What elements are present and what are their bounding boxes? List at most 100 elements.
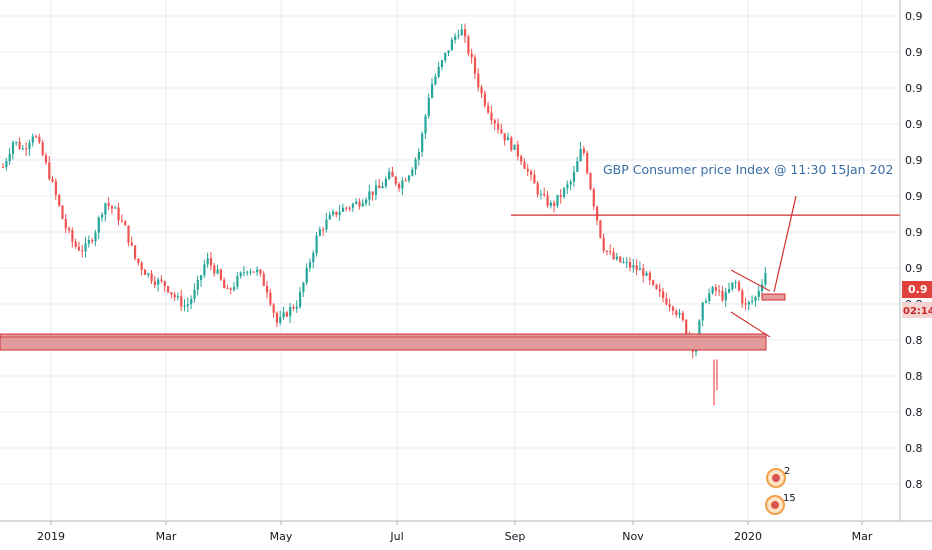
candle-body [256, 269, 259, 273]
candle-body [84, 243, 87, 252]
candle-body [444, 52, 447, 61]
candle-body [622, 262, 625, 264]
candle-body [355, 201, 358, 204]
candle-body [698, 320, 701, 343]
candle-body [602, 237, 605, 251]
candle-body [71, 230, 74, 242]
candle-body [566, 184, 569, 189]
candle-body [704, 301, 708, 303]
candle-body [335, 211, 338, 216]
candle-body [213, 265, 216, 274]
candle-body [734, 282, 737, 284]
candles [2, 23, 767, 406]
candle-body [629, 262, 632, 268]
candle-body [87, 240, 90, 244]
candle-body [163, 281, 166, 287]
candle-body [477, 73, 480, 88]
candle-body [341, 207, 345, 212]
axes [0, 0, 932, 525]
candle-body [592, 189, 595, 207]
candle-body [671, 306, 675, 311]
candle-body [305, 267, 308, 283]
candle-body [318, 229, 321, 236]
y-tick-label: 0.8 [905, 442, 923, 455]
candle-body [556, 194, 559, 206]
candle-body [226, 288, 229, 290]
candle-body [506, 137, 510, 141]
candle-body [516, 144, 519, 157]
candle-body [378, 185, 381, 189]
candle-body [437, 66, 440, 77]
candle-body [262, 273, 265, 287]
price-badge-value: 0.9 [908, 283, 928, 296]
candle-body [64, 218, 67, 229]
candle-body [68, 228, 71, 231]
x-tick-label: Sep [505, 530, 526, 543]
candle-body [675, 310, 678, 315]
candle-body [374, 185, 378, 195]
candle-body [467, 36, 470, 54]
projection-line [773, 195, 797, 293]
candle-body [605, 250, 609, 252]
candle-body [510, 137, 513, 150]
candle-body [15, 141, 18, 143]
candle-body [299, 292, 302, 307]
candle-body [678, 312, 681, 315]
candle-body [150, 273, 153, 282]
candle-body [582, 148, 585, 153]
candle-body [546, 195, 549, 206]
candle-body [157, 279, 160, 285]
candle-body [596, 206, 599, 221]
y-tick-label: 0.9 [905, 46, 923, 59]
candle-body [54, 181, 57, 195]
x-tick-label: Mar [852, 530, 873, 543]
event-marker-dot [772, 474, 780, 482]
candle-body [576, 161, 579, 172]
candle-body [219, 269, 222, 280]
candle-body [272, 304, 275, 313]
candle-body [625, 262, 628, 264]
candle-body [147, 273, 150, 275]
candle-body [731, 282, 734, 290]
candle-body [206, 258, 209, 265]
candle-body [38, 136, 41, 143]
candle-body [394, 176, 397, 184]
candle-body [642, 268, 645, 276]
candle-body [11, 142, 15, 155]
candle-body [579, 148, 582, 162]
candle-body [500, 129, 503, 134]
candle-body [648, 272, 651, 281]
candle-body [754, 296, 757, 301]
candle-body [652, 280, 655, 285]
candle-body [153, 281, 156, 285]
candle-body [127, 225, 130, 243]
candle-body [619, 256, 622, 263]
candle-body [361, 203, 364, 207]
candle-body [513, 144, 516, 150]
candle-body [233, 286, 236, 290]
y-tick-label: 0.8 [905, 478, 923, 491]
small-zone [761, 293, 786, 301]
candle-body [384, 178, 387, 187]
candle-body [107, 203, 110, 206]
candle-body [434, 76, 437, 85]
candle-body [190, 298, 193, 305]
candle-body [28, 142, 31, 150]
candle-body [404, 180, 407, 182]
candle-body [117, 207, 120, 221]
candle-body [526, 168, 529, 172]
candle-body [381, 186, 384, 189]
candle-body [8, 154, 11, 161]
candle-body [91, 240, 94, 242]
candle-body [371, 191, 374, 195]
candle-body [302, 282, 305, 293]
candle-body [315, 235, 318, 254]
candle-body [586, 152, 589, 174]
candle-body [229, 288, 232, 290]
candle-body [114, 207, 117, 209]
wedge-lower-line [730, 311, 771, 338]
candle-body [708, 293, 711, 302]
candle-body [368, 191, 371, 200]
candle-body [714, 287, 717, 291]
candle-body [196, 279, 199, 290]
